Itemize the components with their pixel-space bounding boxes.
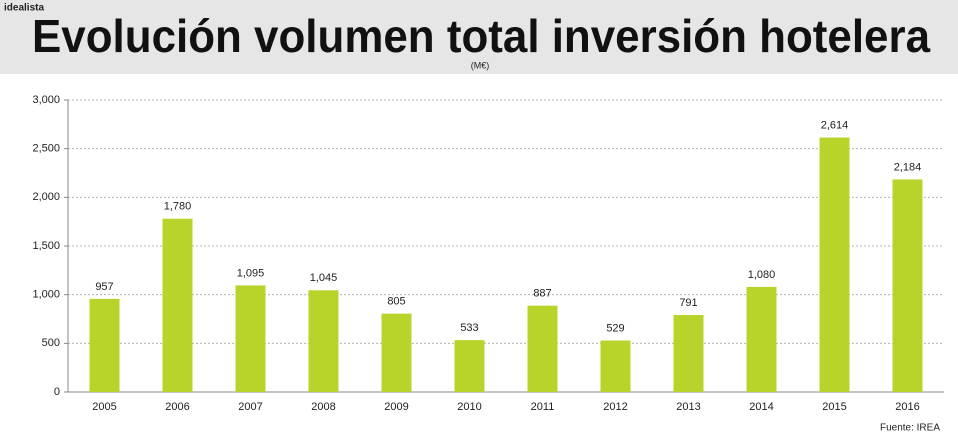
bar bbox=[381, 313, 412, 392]
x-tick-label: 2007 bbox=[238, 401, 262, 413]
bar bbox=[454, 340, 485, 392]
y-tick-label: 0 bbox=[54, 386, 60, 398]
x-tick-label: 2015 bbox=[822, 401, 846, 413]
value-label: 1,095 bbox=[237, 267, 265, 279]
y-tick-label: 500 bbox=[42, 337, 60, 349]
bar bbox=[162, 218, 193, 392]
value-label: 2,184 bbox=[894, 161, 922, 173]
bar bbox=[673, 315, 704, 392]
x-tick-label: 2010 bbox=[457, 401, 481, 413]
y-tick-label: 3,000 bbox=[32, 94, 60, 106]
bar bbox=[746, 286, 777, 392]
x-tick-label: 2014 bbox=[749, 401, 773, 413]
x-tick-label: 2013 bbox=[676, 401, 700, 413]
value-label: 2,614 bbox=[821, 119, 849, 131]
value-label: 1,045 bbox=[310, 272, 338, 284]
header-band bbox=[0, 0, 958, 74]
value-label: 1,080 bbox=[748, 269, 776, 281]
y-tick-label: 2,000 bbox=[32, 191, 60, 203]
x-tick-label: 2012 bbox=[603, 401, 627, 413]
brand: idealista bbox=[4, 3, 44, 14]
y-tick-label: 1,000 bbox=[32, 289, 60, 301]
y-tick-label: 1,500 bbox=[32, 240, 60, 252]
source-note: Fuente: IREA bbox=[880, 423, 940, 434]
value-label: 887 bbox=[533, 288, 551, 300]
bar bbox=[527, 305, 558, 392]
value-label: 791 bbox=[679, 297, 697, 309]
bar bbox=[819, 137, 850, 392]
x-tick-label: 2006 bbox=[165, 401, 189, 413]
x-tick-label: 2005 bbox=[92, 401, 116, 413]
bar bbox=[600, 340, 631, 392]
value-label: 805 bbox=[387, 296, 405, 308]
bar bbox=[892, 179, 923, 392]
bar bbox=[89, 298, 120, 392]
bar bbox=[235, 285, 266, 392]
x-tick-label: 2011 bbox=[531, 401, 555, 413]
unit-label: (M€) bbox=[471, 60, 490, 70]
x-tick-label: 2008 bbox=[311, 401, 335, 413]
chart-title: Evolución volumen total inversión hotele… bbox=[32, 10, 930, 62]
value-label: 957 bbox=[95, 281, 113, 293]
value-label: 529 bbox=[606, 322, 624, 334]
value-label: 1,780 bbox=[164, 201, 192, 213]
value-label: 533 bbox=[460, 322, 478, 334]
x-tick-label: 2009 bbox=[384, 401, 408, 413]
x-tick-label: 2016 bbox=[895, 401, 919, 413]
y-tick-label: 2,500 bbox=[32, 143, 60, 155]
bar bbox=[308, 290, 339, 392]
